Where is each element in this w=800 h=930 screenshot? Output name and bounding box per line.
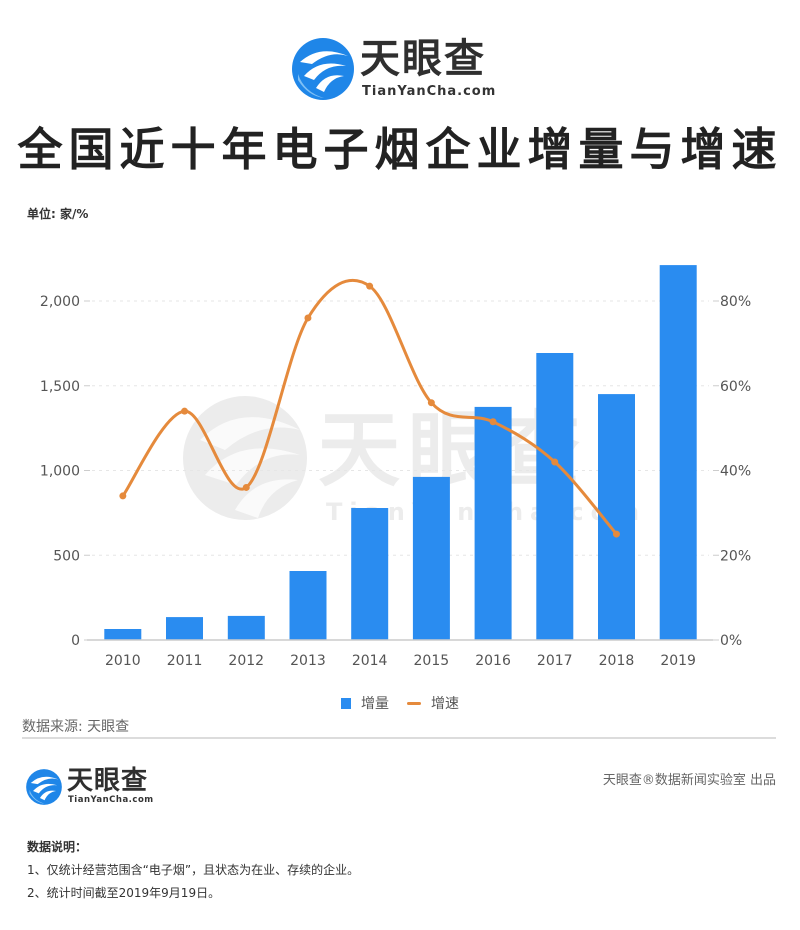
svg-text:2,000: 2,000 xyxy=(40,294,80,310)
bar-2011[interactable] xyxy=(166,617,203,640)
svg-text:2019: 2019 xyxy=(660,653,696,669)
legend-label-line: 增速 xyxy=(431,696,459,712)
line-swatch-icon xyxy=(407,701,421,705)
svg-text:2014: 2014 xyxy=(352,653,388,669)
line-point[interactable] xyxy=(119,492,127,500)
note-item: 2、统计时间截至2019年9月19日。 xyxy=(27,886,221,900)
gridlines xyxy=(92,300,709,556)
legend: 增量 增速 xyxy=(0,693,800,713)
svg-text:0: 0 xyxy=(71,633,80,649)
svg-text:2010: 2010 xyxy=(105,653,141,669)
line-point[interactable] xyxy=(489,418,497,426)
svg-text:60%: 60% xyxy=(720,379,751,395)
legend-item-line[interactable]: 增速 xyxy=(407,693,459,713)
bar-2013[interactable] xyxy=(289,571,327,640)
legend-item-bar[interactable]: 增量 xyxy=(341,693,389,713)
svg-text:1,500: 1,500 xyxy=(40,379,80,395)
line-point[interactable] xyxy=(612,530,620,538)
footer-logo-text-cn: 天眼查 xyxy=(67,766,149,796)
svg-text:500: 500 xyxy=(53,548,80,564)
bar-2016[interactable] xyxy=(474,406,512,640)
svg-text:2018: 2018 xyxy=(599,653,635,669)
line-point[interactable] xyxy=(366,282,374,290)
legend-label-bar: 增量 xyxy=(361,696,389,712)
line-point[interactable] xyxy=(551,458,559,466)
svg-text:2015: 2015 xyxy=(414,653,450,669)
data-notes: 数据说明： 1、仅统计经营范围含“电子烟”，且状态为在业、存续的企业。 2、统计… xyxy=(27,836,359,905)
bar-swatch-icon xyxy=(341,697,351,709)
footer-logo: 天眼查 TianYanCha.com xyxy=(25,766,165,808)
line-point[interactable] xyxy=(242,483,250,491)
svg-text:20%: 20% xyxy=(720,548,751,564)
logo-text-en: TianYanCha.com xyxy=(362,84,497,99)
line-point[interactable] xyxy=(427,399,435,407)
tianyancha-logo-icon xyxy=(26,769,62,805)
data-source: 数据来源: 天眼查 xyxy=(22,719,130,735)
svg-text:2017: 2017 xyxy=(537,653,573,669)
unit-label: 单位: 家/% xyxy=(27,207,89,221)
line-point[interactable] xyxy=(181,407,189,415)
notes-title: 数据说明： xyxy=(27,840,88,854)
svg-text:2013: 2013 xyxy=(290,653,326,669)
svg-text:0%: 0% xyxy=(720,633,742,649)
svg-text:40%: 40% xyxy=(720,464,751,480)
axes: 0 500 1,000 1,500 2,000 0% 20% 40% 60% 80% 2010 201… xyxy=(40,294,751,669)
bar-2014[interactable] xyxy=(351,508,389,640)
bar-2017[interactable] xyxy=(536,353,574,640)
chart-title: 全国近十年电子烟企业增量与增速 xyxy=(17,123,783,176)
bar-series xyxy=(104,265,697,640)
tianyancha-logo-icon xyxy=(292,38,354,100)
brand-logo: 天眼查 TianYanCha.com xyxy=(290,36,520,104)
bar-2012[interactable] xyxy=(227,615,265,640)
bar-2019[interactable] xyxy=(659,265,697,640)
credit-text: 天眼查®数据新闻实验室 出品 xyxy=(602,773,776,788)
line-series xyxy=(119,278,620,538)
note-item: 1、仅统计经营范围含“电子烟”，且状态为在业、存续的企业。 xyxy=(27,863,360,877)
bar-2010[interactable] xyxy=(104,629,142,640)
svg-text:1,000: 1,000 xyxy=(40,464,80,480)
svg-text:2016: 2016 xyxy=(475,653,511,669)
combo-chart: 天眼查 TianYanCha.com 05001,0001,5002,0000%… xyxy=(40,265,751,669)
bar-2015[interactable] xyxy=(412,476,450,640)
line-point[interactable] xyxy=(304,314,312,322)
divider xyxy=(22,737,776,739)
footer-logo-text-en: TianYanCha.com xyxy=(68,795,154,805)
svg-text:80%: 80% xyxy=(720,294,751,310)
svg-text:2011: 2011 xyxy=(167,653,203,669)
logo-text-cn: 天眼查 xyxy=(360,36,486,82)
svg-text:2012: 2012 xyxy=(228,653,264,669)
